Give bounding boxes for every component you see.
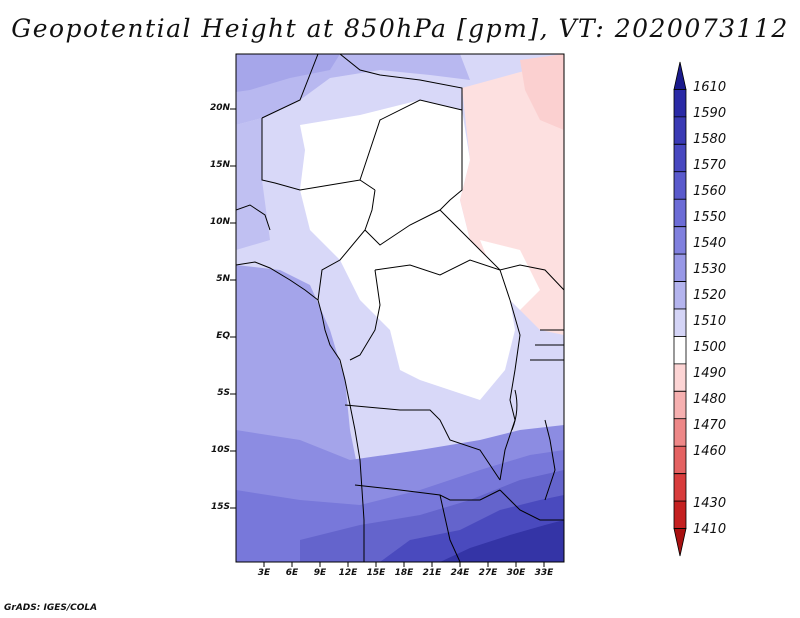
- lat-label: 10S: [210, 445, 230, 455]
- colorbar-label: 1460: [693, 444, 727, 459]
- field-white-region: [300, 100, 515, 400]
- colorbar-segment: [673, 308, 687, 337]
- country-borders: [236, 54, 564, 562]
- lat-label: EQ: [216, 331, 230, 341]
- colorbar-label: 1560: [693, 184, 727, 199]
- lon-label: 27E: [478, 568, 498, 578]
- lon-label: 30E: [506, 568, 526, 578]
- colorbar-label: 1520: [693, 288, 727, 303]
- field-pink-region: [460, 60, 564, 335]
- colorbar-label: 1530: [693, 262, 727, 277]
- border-east: [530, 329, 564, 361]
- lon-label: 15E: [366, 568, 386, 578]
- lon-label: 12E: [338, 568, 358, 578]
- border-angola-drc: [344, 404, 501, 481]
- colorbar-segment: [673, 445, 687, 475]
- border-nigeria-cameroon: [317, 189, 376, 301]
- colorbar-segment: [673, 390, 687, 420]
- colorbar-label: 1430: [693, 496, 727, 511]
- lat-label: 10N: [209, 217, 230, 227]
- colorbar-label: 1410: [693, 522, 727, 537]
- colorbar-label: 1610: [693, 80, 727, 95]
- border-car-drc: [374, 259, 511, 301]
- colorbar-segment: [673, 336, 687, 365]
- colorbar-segment: [673, 171, 687, 200]
- colorbar-label: 1580: [693, 132, 727, 147]
- lat-label: 5S: [217, 388, 230, 398]
- colorbar-segment: [673, 198, 687, 228]
- border-angola-namibia: [354, 484, 501, 501]
- colorbar-segment: [673, 89, 687, 118]
- lon-label: 9E: [313, 568, 327, 578]
- border-botswana: [439, 494, 461, 562]
- footer-credit: GrADS: IGES/COLA: [4, 603, 98, 613]
- colorbar-segment: [673, 143, 687, 173]
- field-white-patch: [480, 240, 540, 310]
- lon-label: 3E: [257, 568, 271, 578]
- border-chad-sudan: [439, 110, 471, 241]
- border-algeria-mali: [261, 54, 319, 119]
- lon-label: 24E: [450, 568, 470, 578]
- axis-ticks: [230, 108, 545, 567]
- colorbar-segment: [673, 226, 687, 255]
- border-drc-east: [499, 299, 521, 481]
- lon-label: 18E: [394, 568, 414, 578]
- colorbar-label: 1490: [693, 366, 727, 381]
- border-libya: [339, 54, 463, 110]
- colorbar-segment: [673, 281, 687, 310]
- lat-label: 20N: [209, 103, 230, 113]
- colorbar-label: 1510: [693, 314, 727, 329]
- colorbar-label: 1570: [693, 158, 727, 173]
- colorbar-segment: [673, 473, 687, 502]
- map-title: Geopotential Height at 850hPa [gpm], VT:…: [11, 14, 789, 43]
- colorbar-segment: [673, 253, 687, 282]
- colorbar-label: 1480: [693, 392, 727, 407]
- lat-label: 15N: [209, 160, 230, 170]
- border-niger-chad: [359, 99, 463, 181]
- colorbar-segment: [673, 61, 687, 90]
- border-chad-car: [364, 209, 441, 246]
- lon-label: 21E: [422, 568, 442, 578]
- colorbar-label: 1470: [693, 418, 727, 433]
- border-west-coast: [236, 204, 271, 231]
- colorbar-label: 1540: [693, 236, 727, 251]
- height-field: [236, 54, 564, 562]
- colorbar-label: 1550: [693, 210, 727, 225]
- lake-tanganyika: [511, 389, 518, 431]
- colorbar-label: 1500: [693, 340, 727, 355]
- border-cameroon-congo: [349, 269, 381, 361]
- colorbar-label: 1590: [693, 106, 727, 121]
- lon-label: 33E: [534, 568, 554, 578]
- colorbar: [673, 61, 687, 557]
- colorbar-segment: [673, 418, 687, 447]
- border-south-sudan: [469, 239, 564, 291]
- colorbar-segment: [673, 500, 687, 529]
- lat-label: 15S: [210, 502, 230, 512]
- lon-label: 6E: [285, 568, 299, 578]
- colorbar-segment: [673, 116, 687, 145]
- coastline: [236, 261, 365, 562]
- border-zimbabwe: [499, 489, 564, 521]
- field-pink-strong: [520, 54, 564, 130]
- field-south-5: [440, 520, 564, 562]
- colorbar-segment: [673, 528, 687, 557]
- border-malawi: [544, 419, 556, 501]
- colorbar-segment: [673, 363, 687, 392]
- lat-label: 5N: [216, 274, 230, 284]
- map-frame: [235, 53, 565, 563]
